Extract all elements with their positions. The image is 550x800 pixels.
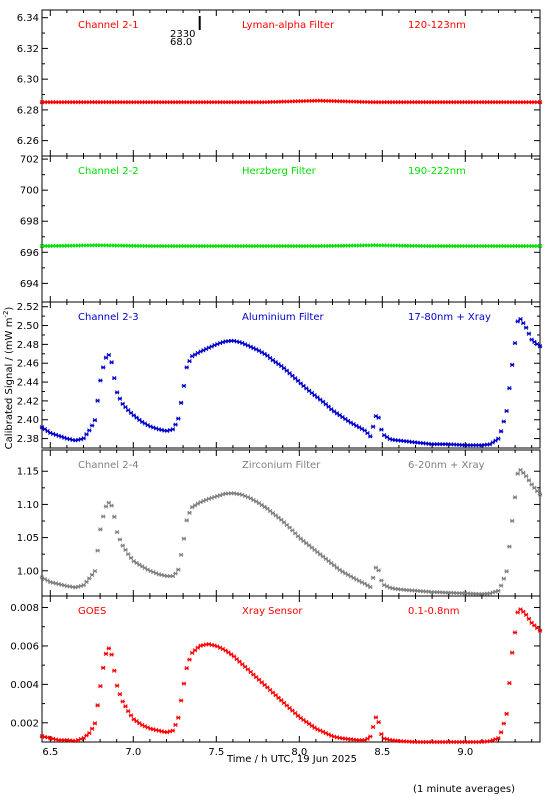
panel-4-label-1: Channel 2-4 [78,460,139,471]
panel-2-label-1: Channel 2-2 [78,166,139,177]
y-tick-label: 700 [20,186,39,197]
series-channel-2-3 [39,316,543,448]
panel-4-label-3: 6-20nm + Xray [408,460,485,471]
panel-3-label-2: Aluminium Filter [242,312,325,323]
panel-2: 694 696 698 700 702 Channel 2-2 Herzberg Filte… [20,155,543,303]
series-goes [39,607,543,745]
y-tick-label: 0.006 [10,641,39,652]
x-tick-label: 8.5 [374,747,390,758]
panel-3-label-3: 17-80nm + Xray [408,312,491,323]
x-tick-label: 8.0 [291,747,307,758]
chart-panels: 6.26 6.28 6.30 6.32 6.34 Channel 2-1 Lyman-alp… [10,9,543,758]
panel-4-frame [41,449,541,597]
y-tick-label: 1.10 [17,500,39,511]
y-tick-label: 1.15 [17,467,39,478]
panel-3-label-1: Channel 2-3 [78,312,139,323]
y-axis-label: Calibrated Signal / (mW m-2) [2,307,15,450]
series-channel-2-4 [39,467,543,597]
panel-2-frame [41,155,541,303]
x-tick-label: 7.0 [125,747,141,758]
y-tick-label: 2.40 [17,415,39,426]
marker-label-top: 2330 [170,29,195,40]
panel-2-label-2: Herzberg Filter [242,166,317,177]
panel-1-label-1: Channel 2-1 [78,20,139,31]
y-tick-label: 0.004 [10,680,39,691]
y-tick-label: 0.002 [10,718,39,729]
x-tick-label: 6.5 [42,747,58,758]
panel-4-label-2: Zirconium Filter [242,460,321,471]
y-axis-label-superscript: -2 [2,311,10,318]
y-tick-label: 6.30 [17,75,39,86]
y-axis-label-close: ) [4,307,15,311]
x-axis-label: Time / h UTC, 19 Jun 2025 [226,754,357,765]
panel-1-frame [41,9,541,157]
panel-1-label-2: Lyman-alpha Filter [242,20,335,31]
y-tick-label: 6.34 [17,13,39,24]
y-tick-label: 6.32 [17,44,39,55]
panel-5: 0.002 0.004 0.006 0.008 6.5 7.0 7.5 8.0 8.5 9.0 GO… [10,595,543,758]
marker-label-bottom: 68.0 [170,37,192,48]
panel-4: 1.00 1.05 1.10 1.15 Channel 2-4 Zirconium Fil… [17,449,543,597]
y-tick-label: 6.28 [17,105,39,116]
x-tick-label: 7.5 [208,747,224,758]
panel-3: 2.38 2.40 2.42 2.44 2.46 2.48 2.50 2.52 Channel … [17,301,543,449]
y-tick-label: 694 [20,279,39,290]
y-tick-label: 2.42 [17,396,39,407]
y-tick-label: 702 [20,155,39,166]
y-tick-label: 6.26 [17,136,39,147]
panel-5-frame [41,595,541,743]
y-tick-label: 0.008 [10,603,39,614]
panel-1: 6.26 6.28 6.30 6.32 6.34 Channel 2-1 Lyman-alp… [17,9,543,157]
footnote: (1 minute averages) [413,784,515,795]
x-tick-label: 9.0 [457,747,473,758]
panel-5-label-2: Xray Sensor [242,606,303,617]
y-tick-label: 696 [20,248,39,259]
y-tick-label: 1.05 [17,533,39,544]
y-tick-label: 1.00 [17,566,39,577]
y-tick-label: 698 [20,217,39,228]
panel-5-label-3: 0.1-0.8nm [408,606,460,617]
y-tick-label: 2.50 [17,321,39,332]
y-tick-label: 2.52 [17,302,39,313]
panel-5-label-1: GOES [78,606,106,617]
panel-2-label-3: 190-222nm [408,166,466,177]
panel-3-frame [41,301,541,449]
y-tick-label: 2.44 [17,378,39,389]
y-tick-label: 2.38 [17,434,39,445]
y-tick-label: 2.48 [17,340,39,351]
series-channel-2-1 [39,98,543,105]
series-channel-2-2 [39,243,543,249]
panel-1-label-3: 120-123nm [408,20,466,31]
y-tick-label: 2.46 [17,359,39,370]
